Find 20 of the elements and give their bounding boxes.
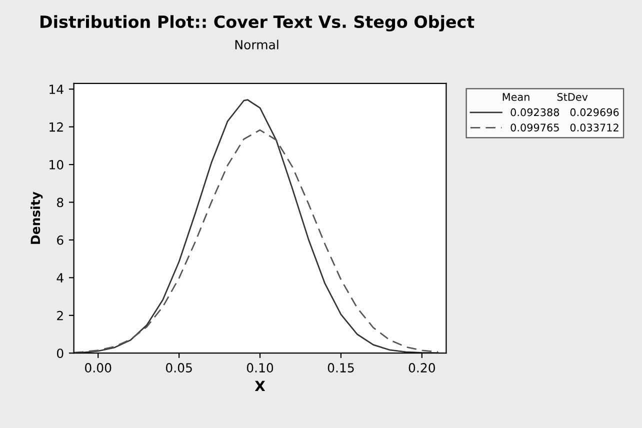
x-axis-title: X (254, 380, 266, 392)
y-tick-label: 12 (50, 122, 63, 132)
y-tick-label: 0 (56, 348, 64, 358)
x-tick-label: 0.15 (328, 363, 354, 372)
y-tick-label: 6 (57, 235, 64, 245)
x-tick-label: 0.10 (246, 363, 274, 372)
x-tick-label: 0.00 (85, 363, 112, 372)
y-tick-label: 8 (57, 198, 64, 208)
x-tick-label: 0.05 (166, 363, 192, 372)
y-tick-label: 14 (50, 84, 64, 94)
y-axis-title: Density (30, 192, 43, 244)
chart-title: Distribution Plot:: Cover Text Vs. Stego Object (40, 15, 474, 32)
legend-label: 0.099765 0.033712 (510, 124, 618, 132)
y-tick-label: 2 (57, 310, 63, 320)
chart-subtitle: Normal (235, 40, 278, 50)
legend-label: 0.092388 0.029696 (510, 108, 619, 116)
y-tick-label: 4 (56, 273, 64, 282)
x-tick-label: 0.20 (408, 363, 435, 372)
legend-title: Mean StDev (502, 93, 588, 101)
y-tick-label: 10 (50, 160, 64, 170)
